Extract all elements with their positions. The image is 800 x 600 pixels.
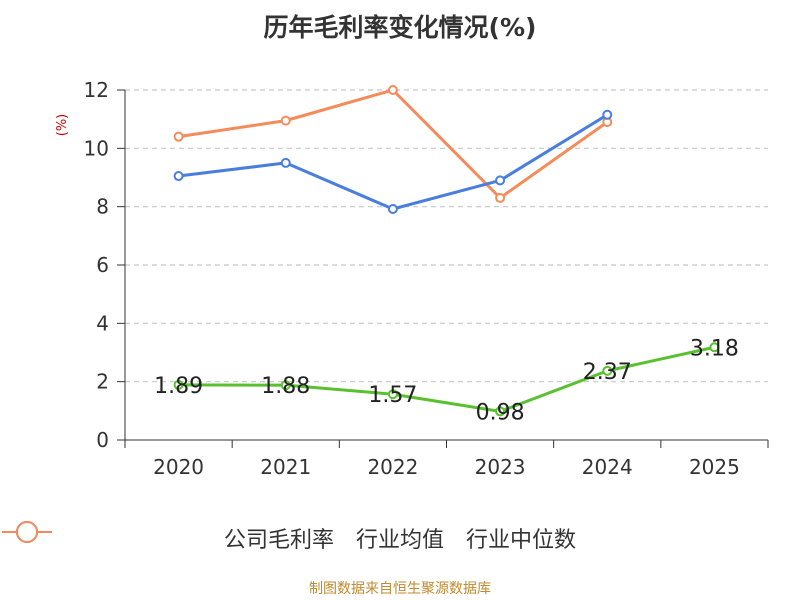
y-tick-label: 4 (96, 311, 109, 335)
data-label: 2.37 (583, 360, 632, 385)
data-point (173, 171, 184, 182)
x-tick-label: 2025 (689, 455, 740, 479)
data-point (602, 365, 613, 376)
data-point (495, 406, 506, 417)
data-point (387, 389, 398, 400)
y-tick-label: 10 (84, 136, 109, 160)
data-point (709, 342, 720, 353)
legend-marker-icon (2, 521, 52, 543)
legend-circle (16, 521, 38, 543)
data-label: 3.18 (690, 336, 739, 361)
data-point (173, 131, 184, 142)
source-note: 制图数据来自恒生聚源数据库 (309, 581, 491, 597)
legend-item[interactable]: 行业均值 (2, 521, 444, 554)
x-tick-label: 2024 (582, 455, 633, 479)
data-point (387, 204, 398, 214)
y-tick-label: 8 (96, 195, 109, 219)
data-point (495, 192, 506, 203)
legend-label: 行业均值 (355, 528, 444, 553)
data-label: 1.89 (154, 374, 203, 399)
x-tick-label: 2021 (260, 455, 311, 479)
x-tick-label: 2023 (475, 455, 526, 479)
data-point (280, 115, 291, 126)
x-tick-label: 2020 (153, 455, 204, 479)
series-line (178, 88, 609, 200)
legend: 公司毛利率 行业均值 行业中位数 (0, 520, 800, 556)
data-point (173, 379, 184, 390)
data-point (280, 380, 291, 391)
data-label: 1.88 (261, 374, 310, 399)
data-label: 1.57 (368, 383, 417, 408)
legend-label: 公司毛利率 (223, 528, 334, 553)
legend-label: 行业中位数 (466, 528, 577, 553)
chart-title: 历年毛利率变化情况(%) (263, 13, 537, 42)
series-line (178, 345, 715, 413)
y-tick-label: 0 (96, 428, 109, 452)
data-label: 0.98 (476, 400, 525, 425)
y-tick-label: 12 (84, 78, 109, 102)
legend-item[interactable]: 行业中位数 (2, 521, 577, 554)
series-line (178, 113, 609, 211)
data-point (602, 109, 613, 120)
data-point (280, 157, 291, 168)
x-tick-label: 2022 (367, 455, 418, 479)
data-point (387, 85, 398, 95)
y-tick-label: 6 (96, 253, 109, 277)
data-point (495, 175, 506, 186)
y-tick-label: 2 (96, 370, 109, 394)
legend-item[interactable]: 公司毛利率 (2, 521, 334, 554)
